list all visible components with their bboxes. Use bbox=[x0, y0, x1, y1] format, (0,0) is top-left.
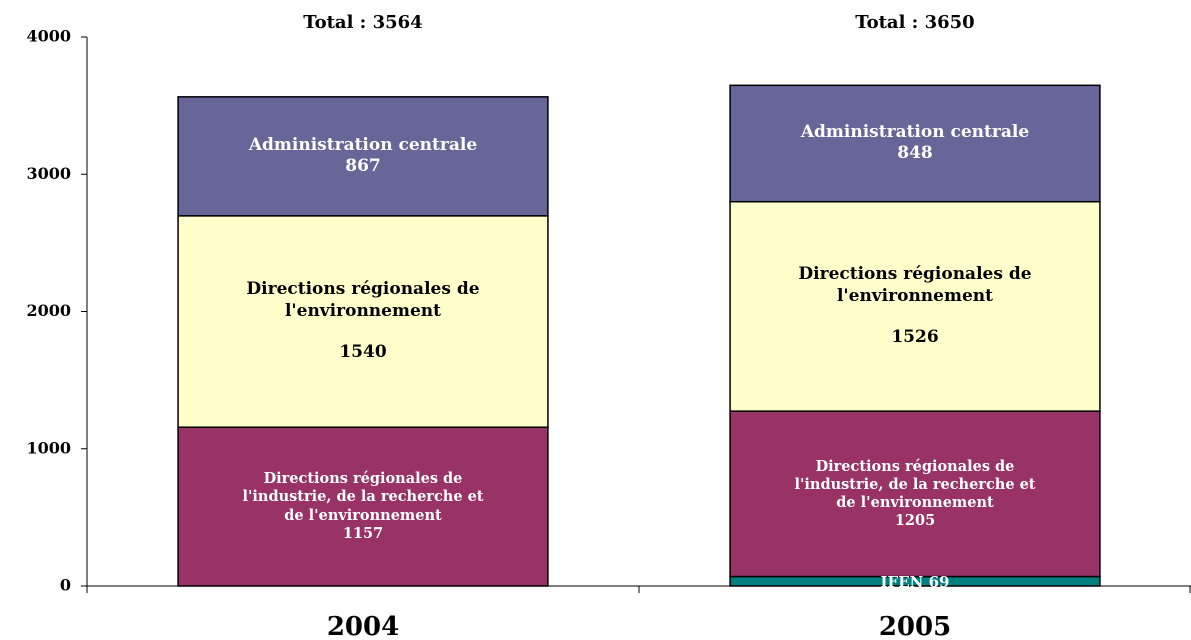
series-name: Administration centrale bbox=[248, 135, 478, 156]
bar-segment bbox=[177, 96, 549, 217]
segment-label: Directions régionales de l'industrie, de… bbox=[785, 411, 1045, 576]
total-prefix: Total : bbox=[855, 12, 919, 33]
total-label: Total : 3564 bbox=[213, 12, 513, 33]
series-name: Directions régionales de l'industrie, de… bbox=[242, 470, 484, 524]
segment-label-line: IFEN 69 bbox=[760, 573, 1070, 592]
segment-label: Administration centrale 848 bbox=[760, 85, 1070, 201]
series-name: Directions régionales de l'industrie, de… bbox=[794, 457, 1036, 511]
series-name: IFEN bbox=[880, 573, 924, 592]
bar-segment bbox=[177, 426, 549, 587]
total-label: Total : 3650 bbox=[765, 12, 1065, 33]
total-value: 3650 bbox=[924, 12, 975, 33]
bar-segment bbox=[729, 410, 1101, 578]
value-label: 1540 bbox=[339, 342, 387, 363]
value-label: 69 bbox=[928, 573, 950, 592]
value-label: 1205 bbox=[894, 511, 936, 529]
segment-label: IFEN 69 bbox=[760, 573, 1070, 592]
x-tick-label: 2004 bbox=[327, 612, 399, 640]
value-label: 1526 bbox=[891, 327, 939, 348]
series-name: Directions régionales de l'environnement bbox=[246, 279, 480, 321]
segment-label: Directions régionales de l'environnement… bbox=[208, 216, 518, 427]
series-name: Administration centrale bbox=[800, 122, 1030, 143]
y-tick-label: 0 bbox=[60, 576, 71, 595]
value-label: 867 bbox=[345, 156, 381, 177]
series-name: Directions régionales de l'environnement bbox=[798, 264, 1032, 306]
segment-label: Directions régionales de l'environnement… bbox=[760, 202, 1070, 411]
segment-label: Directions régionales de l'industrie, de… bbox=[233, 427, 493, 586]
segment-label: Administration centrale 867 bbox=[208, 97, 518, 216]
y-tick-label: 1000 bbox=[26, 438, 71, 457]
value-label: 1157 bbox=[342, 524, 384, 542]
y-tick-label: 4000 bbox=[26, 27, 71, 46]
bar-segment bbox=[729, 200, 1101, 412]
total-value: 3564 bbox=[372, 12, 423, 33]
bar-segment bbox=[729, 84, 1101, 203]
y-tick-label: 2000 bbox=[26, 301, 71, 320]
value-label: 848 bbox=[897, 143, 933, 164]
x-tick-label: 2005 bbox=[879, 612, 951, 640]
y-tick-label: 3000 bbox=[26, 164, 71, 183]
total-prefix: Total : bbox=[303, 12, 367, 33]
bar-segment bbox=[177, 215, 549, 428]
